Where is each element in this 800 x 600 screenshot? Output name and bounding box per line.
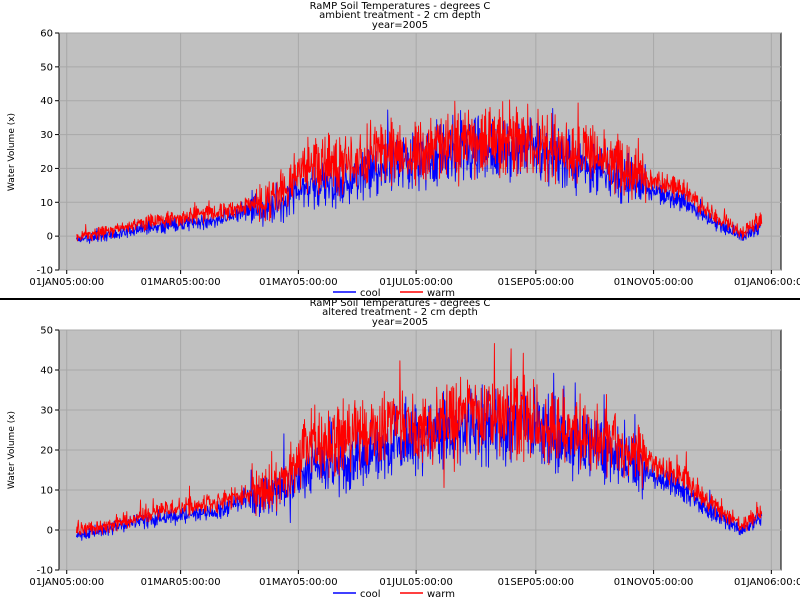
y-tick-label: 10	[40, 486, 53, 497]
x-tick-label: 01JAN06:00:00	[734, 277, 800, 288]
chart-bottom-legend: cool warm	[333, 589, 455, 600]
x-tick-label: 01MAR05:00:00	[141, 577, 221, 588]
y-tick-label: 30	[40, 406, 53, 417]
y-tick-label: 60	[40, 29, 53, 40]
chart-bottom-title: RaMP Soil Temperatures - degrees C	[310, 298, 491, 309]
y-tick-label: 30	[40, 130, 53, 141]
series-line-warm	[76, 99, 763, 242]
y-tick-label: 40	[40, 96, 53, 107]
y-tick-label: 0	[47, 232, 53, 243]
y-tick-label: 0	[47, 526, 53, 537]
x-tick-label: 01JUL05:00:00	[379, 277, 452, 288]
chart-top: RaMP Soil Temperatures - degrees C ambie…	[7, 1, 800, 299]
chart-top-x-axis: 01JAN05:00:00 01MAR05:00:00 01MAY05:00:00 0…	[29, 270, 800, 288]
chart-bottom-subtitle2: year=2005	[372, 317, 428, 328]
x-tick-label: 01NOV05:00:00	[614, 577, 694, 588]
legend-top-warm-label: warm	[427, 288, 455, 299]
y-tick-label: 50	[40, 326, 53, 337]
x-tick-label: 01JAN05:00:00	[29, 577, 104, 588]
series-line-warm	[75, 343, 763, 536]
chart-top-y-axis-label: Water Volume (x)	[7, 113, 17, 191]
chart-top-legend: cool warm	[333, 288, 455, 299]
y-tick-label: -10	[37, 266, 53, 277]
x-tick-label: 01SEP05:00:00	[498, 277, 574, 288]
x-tick-label: 01SEP05:00:00	[498, 577, 574, 588]
chart-bottom-x-axis: 01JAN05:00:00 01MAR05:00:00 01MAY05:00:00 0…	[29, 570, 800, 588]
legend-bottom-warm-label: warm	[427, 589, 455, 600]
chart-top-subtitle: ambient treatment - 2 cm depth	[319, 10, 481, 21]
y-tick-label: 50	[40, 62, 53, 73]
x-tick-label: 01JAN05:00:00	[29, 277, 104, 288]
y-tick-label: 20	[40, 164, 53, 175]
chart-bottom-series	[75, 343, 763, 541]
x-tick-label: 01NOV05:00:00	[614, 277, 694, 288]
y-tick-label: 20	[40, 446, 53, 457]
legend-bottom-cool-label: cool	[360, 589, 381, 600]
chart-bottom-grid	[59, 329, 781, 571]
chart-top-y-axis: -10 0 10 20 30 40 50 60	[37, 29, 59, 277]
series-line-cool	[75, 108, 763, 244]
legend-top-cool-label: cool	[360, 288, 381, 299]
chart-bottom-subtitle: altered treatment - 2 cm depth	[322, 307, 478, 318]
chart-bottom-y-axis: -10 0 10 20 30 40 50	[37, 326, 59, 577]
chart-bottom: RaMP Soil Temperatures - degrees C alter…	[7, 298, 800, 600]
chart-bottom-y-axis-label: Water Volume (x)	[7, 411, 17, 489]
y-tick-label: -10	[37, 566, 53, 577]
x-tick-label: 01MAY05:00:00	[259, 577, 337, 588]
chart-top-series	[75, 99, 763, 244]
chart-top-title: RaMP Soil Temperatures - degrees C	[310, 1, 491, 12]
y-tick-label: 10	[40, 198, 53, 209]
x-tick-label: 01MAR05:00:00	[141, 277, 221, 288]
chart-divider	[0, 298, 800, 300]
chart-top-subtitle2: year=2005	[372, 20, 428, 31]
x-tick-label: 01JUL05:00:00	[379, 577, 452, 588]
x-tick-label: 01MAY05:00:00	[259, 277, 337, 288]
x-tick-label: 01JAN06:00:00	[734, 577, 800, 588]
y-tick-label: 40	[40, 366, 53, 377]
